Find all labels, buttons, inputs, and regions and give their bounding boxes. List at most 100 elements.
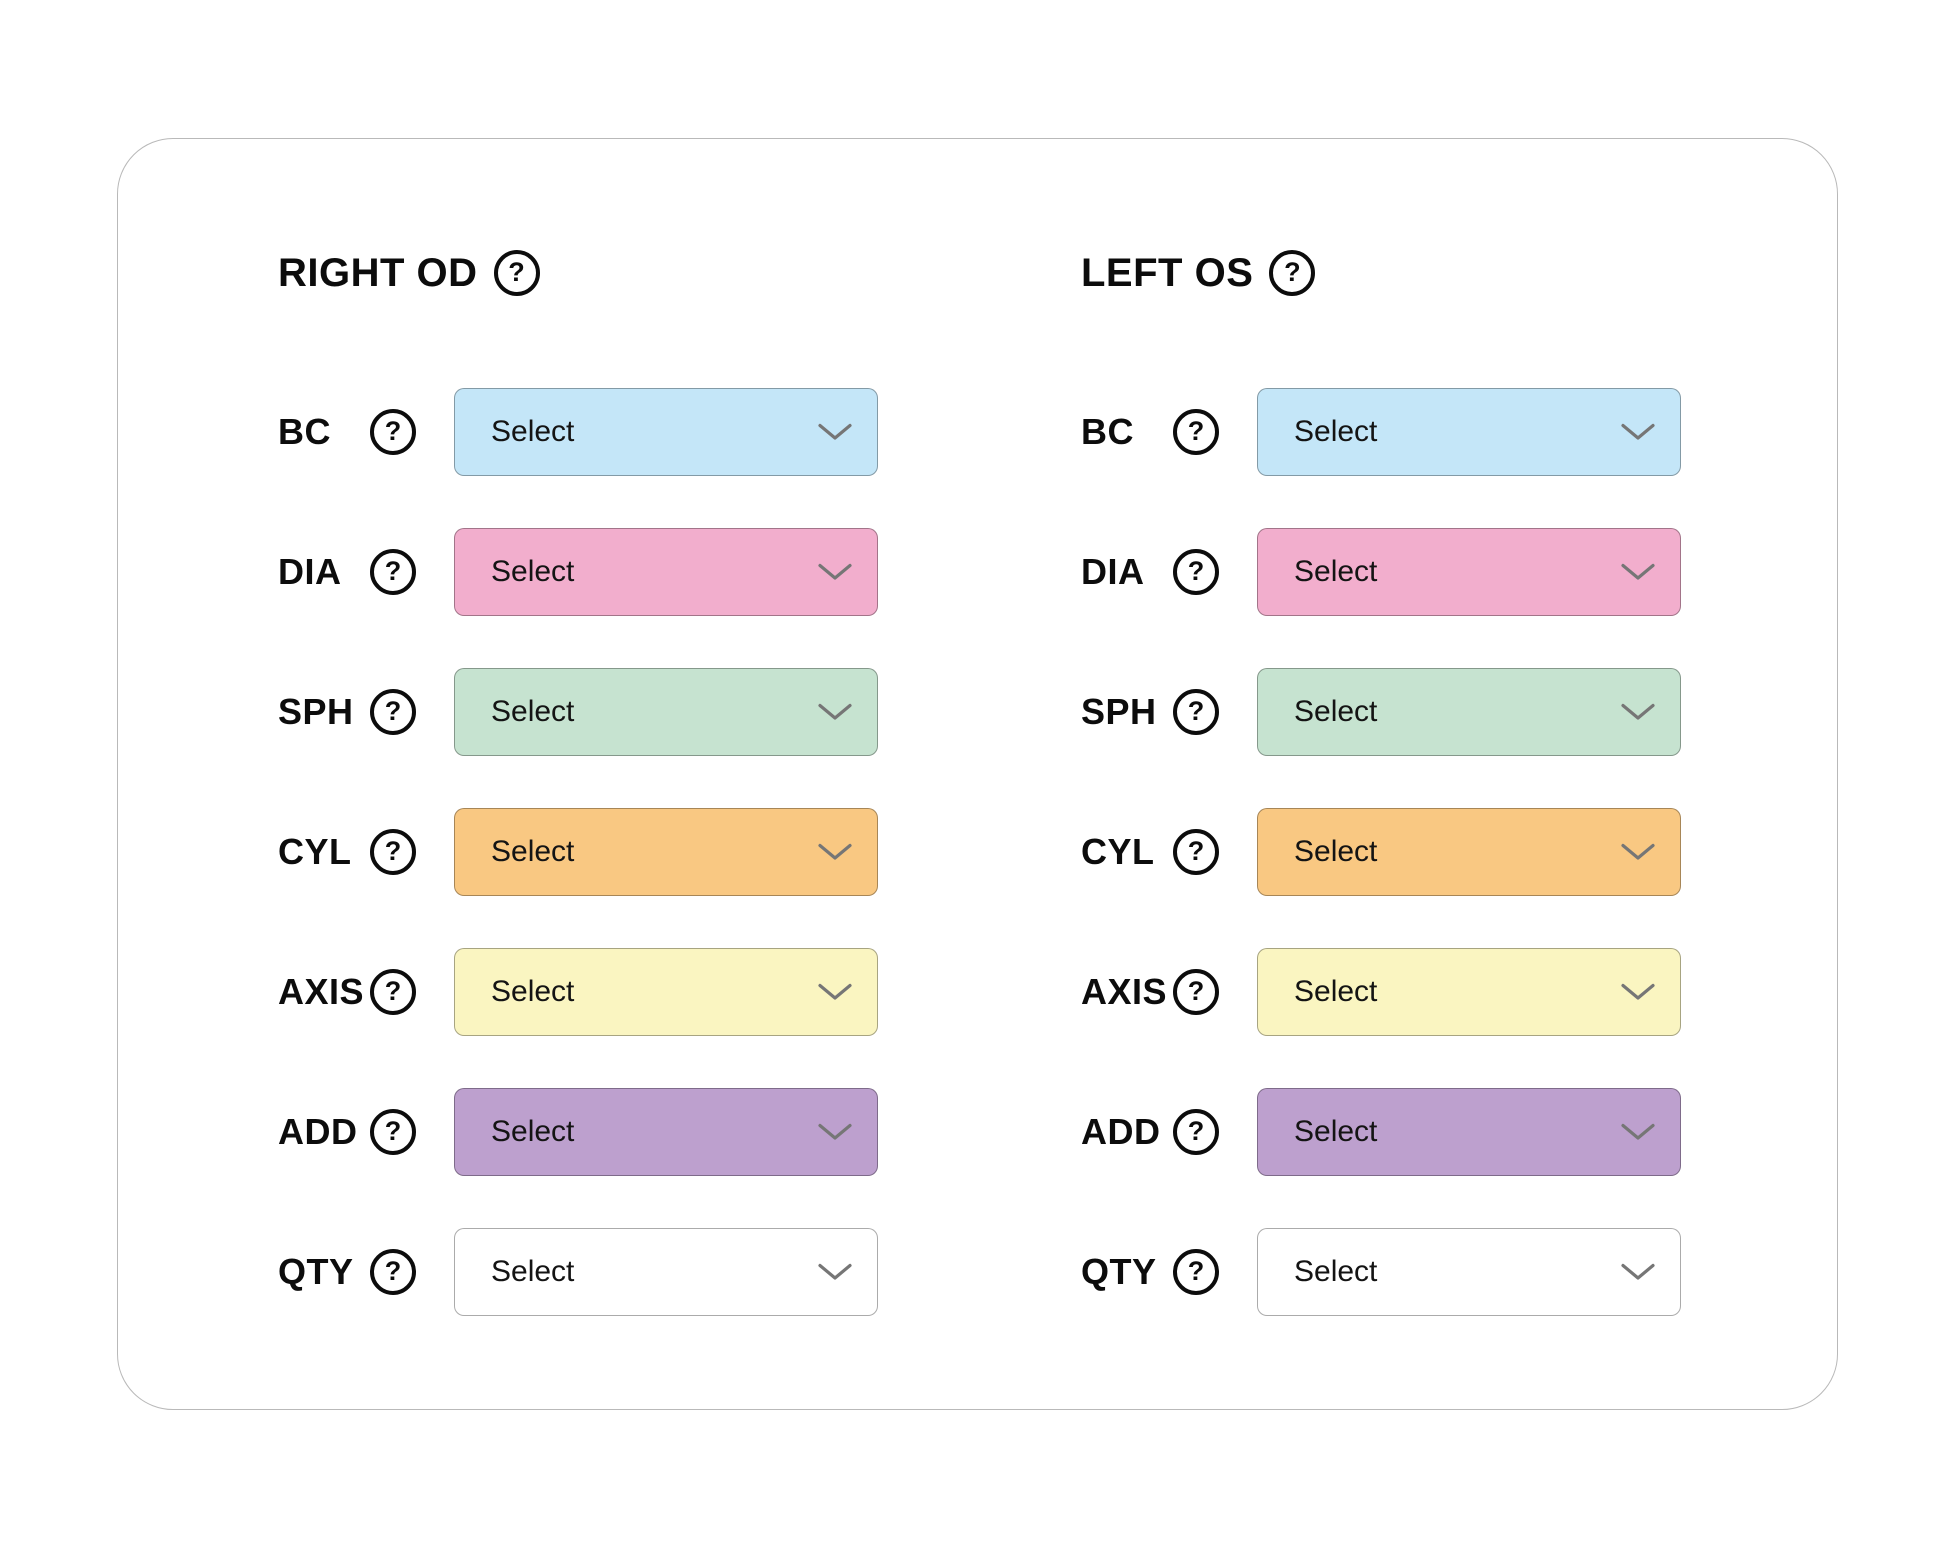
- help-icon[interactable]: ?: [370, 1109, 416, 1155]
- help-icon[interactable]: ?: [370, 689, 416, 735]
- field-label: ADD: [1081, 1111, 1161, 1152]
- field-select-qty[interactable]: Select: [454, 1228, 878, 1316]
- chevron-down-icon: [1621, 983, 1655, 1000]
- field-row: CYL ? Select: [278, 808, 898, 896]
- field-label: SPH: [1081, 691, 1157, 732]
- question-mark-glyph: ?: [1187, 415, 1205, 446]
- field-row: DIA ? Select: [1081, 528, 1701, 616]
- eye-column-title: LEFT OS: [1081, 251, 1254, 295]
- chevron-down-icon: [1621, 703, 1655, 720]
- field-row: QTY ? Select: [278, 1228, 898, 1316]
- select-value: Select: [1294, 695, 1378, 728]
- question-mark-glyph: ?: [384, 975, 402, 1006]
- field-label: ADD: [278, 1111, 358, 1152]
- question-mark-glyph: ?: [1187, 695, 1205, 726]
- chevron-down-icon: [818, 1123, 852, 1140]
- field-select-dia[interactable]: Select: [454, 528, 878, 616]
- select-value: Select: [1294, 835, 1378, 868]
- select-value: Select: [491, 1115, 575, 1148]
- help-icon[interactable]: ?: [1173, 1249, 1219, 1295]
- question-mark-glyph: ?: [1284, 256, 1301, 287]
- field-select-add[interactable]: Select: [1257, 1088, 1681, 1176]
- select-value: Select: [1294, 1255, 1378, 1288]
- help-icon[interactable]: ?: [493, 250, 540, 296]
- help-icon[interactable]: ?: [1173, 1109, 1219, 1155]
- select-value: Select: [1294, 1115, 1378, 1148]
- help-icon[interactable]: ?: [370, 549, 416, 595]
- help-icon[interactable]: ?: [370, 1249, 416, 1295]
- field-label: DIA: [1081, 551, 1145, 592]
- field-row: QTY ? Select: [1081, 1228, 1701, 1316]
- field-label: SPH: [278, 691, 354, 732]
- field-label: CYL: [1081, 831, 1155, 872]
- question-mark-glyph: ?: [1187, 555, 1205, 586]
- question-mark-glyph: ?: [1187, 1255, 1205, 1286]
- chevron-down-icon: [818, 423, 852, 440]
- chevron-down-icon: [1621, 843, 1655, 860]
- help-icon[interactable]: ?: [370, 829, 416, 875]
- field-label: CYL: [278, 831, 352, 872]
- eye-column-header: RIGHT OD ?: [278, 247, 898, 299]
- eye-column-title: RIGHT OD: [278, 251, 478, 295]
- help-icon[interactable]: ?: [370, 409, 416, 455]
- chevron-down-icon: [818, 843, 852, 860]
- select-value: Select: [1294, 555, 1378, 588]
- field-select-sph[interactable]: Select: [454, 668, 878, 756]
- chevron-down-icon: [1621, 423, 1655, 440]
- field-row: SPH ? Select: [278, 668, 898, 756]
- field-rows: BC ? Select DIA ? Select SPH ? Select: [1081, 388, 1701, 1316]
- question-mark-glyph: ?: [384, 415, 402, 446]
- question-mark-glyph: ?: [1187, 975, 1205, 1006]
- field-select-cyl[interactable]: Select: [1257, 808, 1681, 896]
- chevron-down-icon: [1621, 1123, 1655, 1140]
- field-row: SPH ? Select: [1081, 668, 1701, 756]
- field-select-axis[interactable]: Select: [1257, 948, 1681, 1036]
- chevron-down-icon: [818, 983, 852, 1000]
- eye-column-left-os: LEFT OS ? BC ? Select DIA ? Select SPH ?…: [1081, 247, 1701, 1316]
- question-mark-glyph: ?: [384, 695, 402, 726]
- field-select-dia[interactable]: Select: [1257, 528, 1681, 616]
- field-label: QTY: [278, 1251, 354, 1292]
- field-select-bc[interactable]: Select: [454, 388, 878, 476]
- field-rows: BC ? Select DIA ? Select SPH ? Select: [278, 388, 898, 1316]
- field-label: BC: [1081, 411, 1134, 452]
- field-select-cyl[interactable]: Select: [454, 808, 878, 896]
- select-value: Select: [491, 975, 575, 1008]
- prescription-card: RIGHT OD ? BC ? Select DIA ? Select SPH …: [117, 138, 1838, 1410]
- field-row: ADD ? Select: [278, 1088, 898, 1176]
- question-mark-glyph: ?: [508, 256, 525, 287]
- chevron-down-icon: [1621, 563, 1655, 580]
- field-label: DIA: [278, 551, 342, 592]
- select-value: Select: [1294, 975, 1378, 1008]
- field-row: CYL ? Select: [1081, 808, 1701, 896]
- chevron-down-icon: [818, 1263, 852, 1280]
- eye-column-header: LEFT OS ?: [1081, 247, 1701, 299]
- help-icon[interactable]: ?: [1173, 549, 1219, 595]
- field-select-bc[interactable]: Select: [1257, 388, 1681, 476]
- chevron-down-icon: [818, 703, 852, 720]
- field-label: BC: [278, 411, 331, 452]
- field-row: AXIS ? Select: [278, 948, 898, 1036]
- field-select-add[interactable]: Select: [454, 1088, 878, 1176]
- field-label: AXIS: [278, 971, 365, 1012]
- chevron-down-icon: [1621, 1263, 1655, 1280]
- question-mark-glyph: ?: [384, 835, 402, 866]
- help-icon[interactable]: ?: [370, 969, 416, 1015]
- question-mark-glyph: ?: [384, 1255, 402, 1286]
- field-row: ADD ? Select: [1081, 1088, 1701, 1176]
- select-value: Select: [491, 555, 575, 588]
- field-row: BC ? Select: [1081, 388, 1701, 476]
- help-icon[interactable]: ?: [1173, 409, 1219, 455]
- field-select-sph[interactable]: Select: [1257, 668, 1681, 756]
- help-icon[interactable]: ?: [1269, 250, 1316, 296]
- field-row: DIA ? Select: [278, 528, 898, 616]
- field-select-axis[interactable]: Select: [454, 948, 878, 1036]
- help-icon[interactable]: ?: [1173, 689, 1219, 735]
- field-row: AXIS ? Select: [1081, 948, 1701, 1036]
- help-icon[interactable]: ?: [1173, 969, 1219, 1015]
- field-select-qty[interactable]: Select: [1257, 1228, 1681, 1316]
- select-value: Select: [491, 415, 575, 448]
- field-row: BC ? Select: [278, 388, 898, 476]
- help-icon[interactable]: ?: [1173, 829, 1219, 875]
